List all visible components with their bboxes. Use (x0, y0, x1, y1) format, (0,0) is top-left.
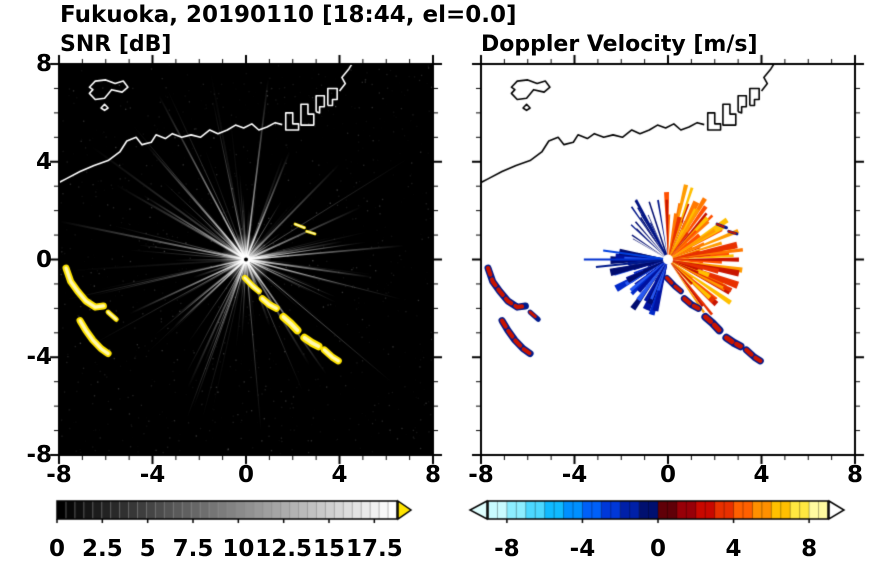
snr-colorbar-label: 15 (312, 536, 345, 562)
velocity-colorbar-label: 4 (725, 536, 742, 562)
snr-colorbar-label: 12.5 (255, 536, 313, 562)
velocity-colorbar (466, 497, 850, 529)
velocity-plot (467, 50, 869, 469)
snr-colorbar-label: 7.5 (172, 536, 214, 562)
snr-colorbar-label: 2.5 (81, 536, 123, 562)
snr-colorbar-label: 5 (139, 536, 156, 562)
snr-colorbar (52, 497, 414, 529)
snr-colorbar-label: 17.5 (345, 536, 403, 562)
snr-plot (45, 50, 447, 469)
velocity-colorbar-label: 0 (649, 536, 666, 562)
velocity-colorbar-label: 8 (801, 536, 818, 562)
snr-colorbar-label: 10 (222, 536, 255, 562)
figure-title: Fukuoka, 20190110 [18:44, el=0.0] (60, 2, 517, 28)
velocity-colorbar-label: -4 (569, 536, 596, 562)
snr-colorbar-label: 0 (48, 536, 65, 562)
velocity-colorbar-label: -8 (494, 536, 520, 562)
